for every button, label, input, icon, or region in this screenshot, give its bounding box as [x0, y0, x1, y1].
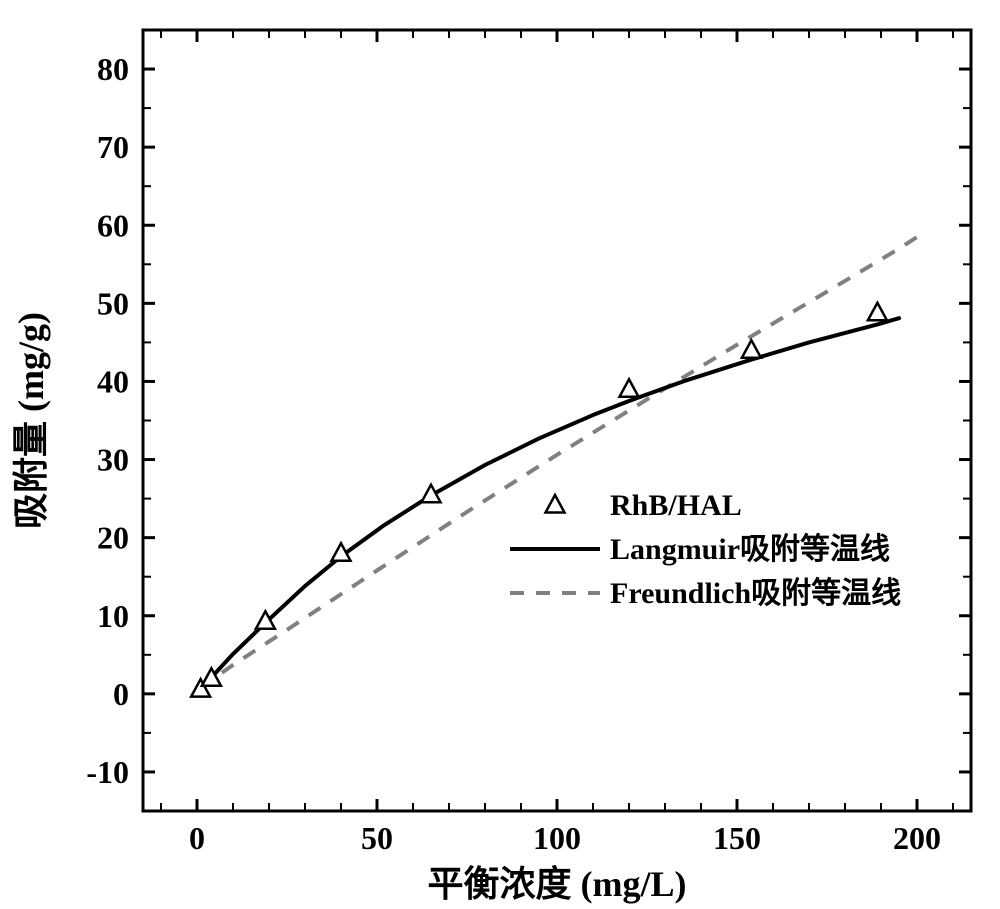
x-tick-label: 0 — [189, 820, 205, 856]
x-axis-label: 平衡浓度 (mg/L) — [428, 864, 687, 904]
x-tick-label: 200 — [893, 820, 941, 856]
y-tick-label: 20 — [97, 520, 129, 556]
chart-container: 0 50 100 150 200 -10 0 10 20 30 40 50 60 70 80 平衡浓度 (mg… — [0, 0, 1000, 909]
y-tick-label: 60 — [97, 207, 129, 243]
x-tick-label: 100 — [533, 820, 581, 856]
y-tick-label: 40 — [97, 363, 129, 399]
legend-label-scatter: RhB/HAL — [610, 489, 742, 522]
legend-label-freundlich: Freundlich吸附等温线 — [610, 576, 901, 610]
y-tick-label: 10 — [97, 598, 129, 634]
y-tick-label: 30 — [97, 442, 129, 478]
x-tick-label: 50 — [361, 820, 393, 856]
x-tick-label: 150 — [713, 820, 761, 856]
legend-label-langmuir: Langmuir吸附等温线 — [610, 532, 890, 566]
y-axis-label: 吸附量 (mg/g) — [11, 312, 51, 529]
y-tick-label: 80 — [97, 51, 129, 87]
y-tick-label: 0 — [113, 676, 129, 712]
y-tick-label: 70 — [97, 129, 129, 165]
y-tick-label: -10 — [86, 754, 129, 790]
y-tick-label: 50 — [97, 285, 129, 321]
adsorption-isotherm-chart: 0 50 100 150 200 -10 0 10 20 30 40 50 60 70 80 平衡浓度 (mg… — [0, 0, 1000, 909]
